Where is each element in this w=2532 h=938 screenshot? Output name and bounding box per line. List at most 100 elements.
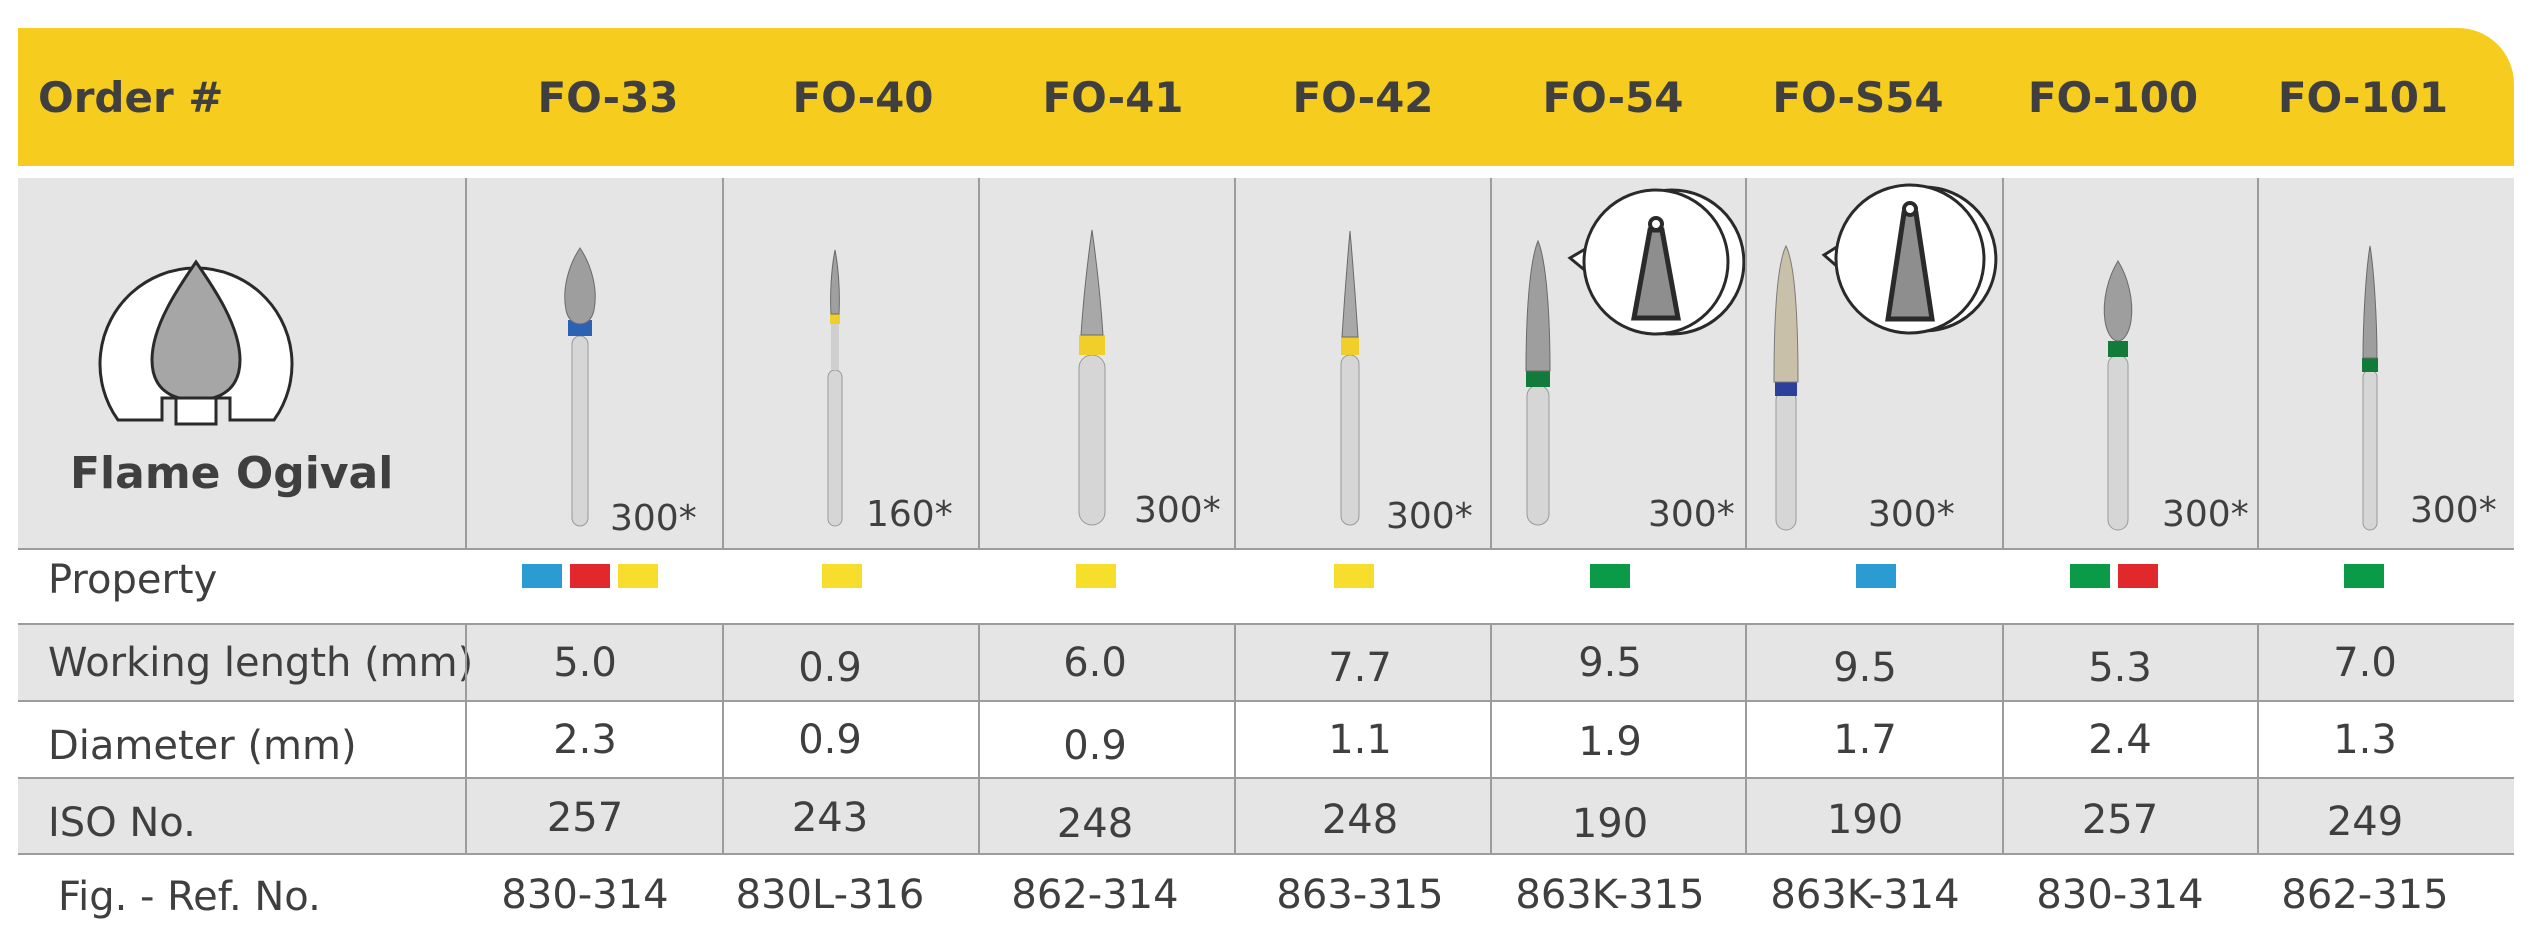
property-swatches-fo-42 — [1254, 564, 1454, 588]
property-swatch — [2118, 564, 2158, 588]
grid-line — [465, 178, 467, 548]
grid-line — [18, 548, 2514, 550]
working-length-fo-42: 7.7 — [1328, 644, 1392, 691]
diameter-fo-101: 1.3 — [2333, 717, 2397, 763]
property-swatches-fo-33 — [490, 564, 690, 588]
property-swatch — [570, 564, 610, 588]
grid-line — [1234, 623, 1236, 853]
code-fo-42: FO-42 — [1292, 72, 1434, 122]
iso-fo-100: 257 — [2081, 796, 2159, 843]
iso-fo-40: 243 — [791, 794, 869, 841]
ref-fo-42: 863-315 — [1276, 872, 1444, 918]
product-image-row — [18, 178, 2514, 548]
bur-fo-42-image — [1340, 230, 1360, 526]
grit-fo-s54: 300* — [1868, 494, 1955, 535]
working-length-fo-54: 9.5 — [1578, 639, 1642, 686]
diameter-fo-s54: 1.7 — [1833, 717, 1897, 763]
grid-line — [722, 623, 724, 853]
property-swatches-fo-s54 — [1776, 564, 1976, 588]
grid-line — [465, 623, 467, 853]
grit-fo-41: 300* — [1134, 490, 1221, 531]
property-swatch — [822, 564, 862, 588]
grid-line — [1745, 623, 1747, 853]
working-length-row — [18, 625, 2514, 700]
grit-fo-33: 300* — [610, 498, 697, 539]
iso-fo-33: 257 — [546, 794, 624, 841]
property-swatch — [618, 564, 658, 588]
grid-line — [2257, 178, 2259, 548]
property-swatches-fo-40 — [742, 564, 942, 588]
bur-fo-54-image — [1525, 239, 1551, 526]
property-swatches-fo-54 — [1510, 564, 1710, 588]
grid-line — [2002, 623, 2004, 853]
diameter-label: Diameter (mm) — [48, 723, 357, 769]
working-length-fo-41: 6.0 — [1063, 639, 1127, 686]
diameter-fo-42: 1.1 — [1328, 717, 1392, 763]
bur-fo-33-image — [564, 247, 596, 527]
grid-line — [722, 178, 724, 548]
working-length-label: Working length (mm) — [48, 639, 474, 686]
ref-fo-100: 830-314 — [2036, 872, 2204, 918]
property-swatches-fo-100 — [2014, 564, 2214, 588]
working-length-fo-101: 7.0 — [2333, 639, 2397, 686]
iso-label: ISO No. — [48, 799, 196, 846]
diameter-fo-100: 2.4 — [2088, 717, 2152, 763]
property-swatch — [1334, 564, 1374, 588]
grid-line — [18, 623, 2514, 625]
shape-name: Flame Ogival — [70, 448, 394, 499]
working-length-fo-33: 5.0 — [553, 639, 617, 686]
property-swatch — [1856, 564, 1896, 588]
ref-fo-54: 863K-315 — [1515, 872, 1705, 918]
grid-line — [1490, 623, 1492, 853]
grid-line — [978, 623, 980, 853]
code-fo-101: FO-101 — [2277, 72, 2449, 122]
ref-fo-101: 862-315 — [2281, 872, 2449, 918]
grid-line — [1234, 178, 1236, 548]
diameter-fo-33: 2.3 — [553, 717, 617, 763]
iso-row — [18, 778, 2514, 853]
flame-ogival-shape-icon — [98, 259, 294, 426]
diameter-fo-54: 1.9 — [1578, 719, 1642, 765]
bur-fo-101-image — [2362, 245, 2378, 531]
grit-fo-54: 300* — [1648, 494, 1735, 535]
tip-profile-callout-fo-s54 — [1821, 183, 1998, 335]
bur-fo-41-image — [1078, 229, 1106, 526]
code-fo-33: FO-33 — [537, 72, 679, 122]
ref-fo-s54: 863K-314 — [1770, 872, 1960, 918]
bur-fo-100-image — [2103, 260, 2133, 531]
grit-fo-42: 300* — [1386, 496, 1473, 537]
grid-line — [18, 700, 2514, 702]
code-fo-54: FO-54 — [1542, 72, 1684, 122]
working-length-fo-40: 0.9 — [798, 644, 862, 691]
property-label: Property — [48, 557, 218, 603]
working-length-fo-100: 5.3 — [2088, 644, 2152, 691]
grid-line — [2002, 178, 2004, 548]
working-length-fo-s54: 9.5 — [1833, 644, 1897, 691]
property-swatch — [1076, 564, 1116, 588]
property-swatch — [2070, 564, 2110, 588]
code-fo-100: FO-100 — [2027, 72, 2199, 122]
table-header: Order # FO-33 FO-40 FO-41 FO-42 FO-54 FO… — [18, 28, 2514, 166]
diameter-fo-41: 0.9 — [1063, 723, 1127, 769]
grid-line — [2257, 623, 2259, 853]
iso-fo-41: 248 — [1056, 800, 1134, 847]
property-swatch — [522, 564, 562, 588]
order-number-label: Order # — [38, 72, 224, 122]
code-fo-40: FO-40 — [792, 72, 934, 122]
diameter-fo-40: 0.9 — [798, 717, 862, 763]
ref-fo-33: 830-314 — [501, 872, 669, 918]
iso-fo-42: 248 — [1321, 796, 1399, 843]
grid-line — [18, 777, 2514, 779]
iso-fo-54: 190 — [1571, 800, 1649, 847]
iso-fo-101: 249 — [2326, 798, 2404, 845]
grid-line — [1745, 178, 1747, 548]
property-swatch — [2344, 564, 2384, 588]
grit-fo-101: 300* — [2410, 490, 2497, 531]
property-swatch — [1590, 564, 1630, 588]
grit-fo-40: 160* — [866, 494, 953, 535]
property-swatches-fo-101 — [2264, 564, 2464, 588]
property-swatches-fo-41 — [996, 564, 1196, 588]
tip-profile-callout-fo-54 — [1567, 188, 1746, 336]
bur-fo-s54-image — [1773, 244, 1799, 531]
ref-label: Fig. - Ref. No. — [58, 874, 321, 920]
